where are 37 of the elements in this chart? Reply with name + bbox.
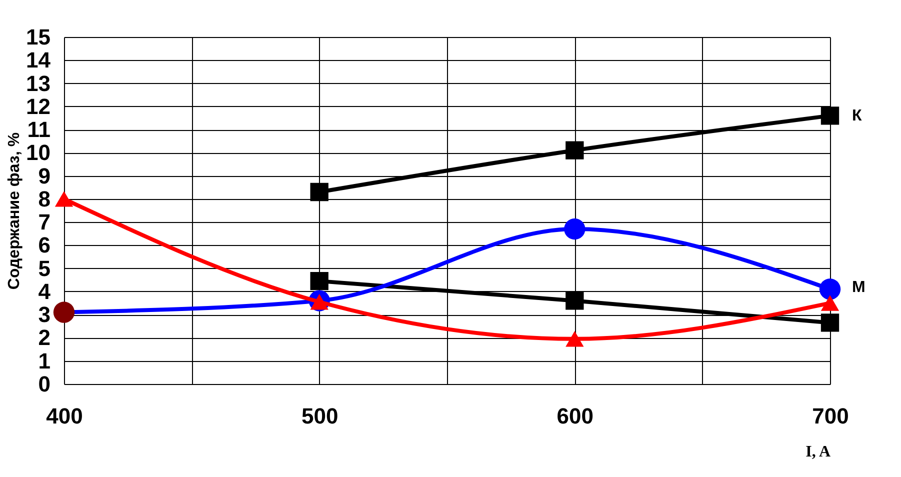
y-tick-label: 1 <box>38 348 50 374</box>
y-tick-label: 13 <box>26 70 50 96</box>
y-tick-label: 5 <box>38 256 50 281</box>
series-label: К <box>852 108 862 125</box>
series-label: М <box>852 279 866 296</box>
point <box>566 292 584 310</box>
x-axis-title: I, A <box>806 444 831 460</box>
y-tick-label: 4 <box>38 278 52 304</box>
y-tick-label: 15 <box>26 24 50 50</box>
point <box>820 295 840 311</box>
point <box>566 331 584 347</box>
y-tick-label: 2 <box>38 325 50 350</box>
y-axis-title: Содержание фаз, % <box>6 132 24 290</box>
x-tick-label: 500 <box>301 404 338 428</box>
y-tick-label: 6 <box>38 232 50 258</box>
point <box>564 218 586 240</box>
y-tick-label: 9 <box>38 163 50 188</box>
x-tick-label: 400 <box>46 404 83 428</box>
point <box>310 294 328 310</box>
point <box>820 314 840 332</box>
y-tick-label: 3 <box>38 302 50 328</box>
point <box>566 141 584 160</box>
y-tick-label: 10 <box>26 140 50 166</box>
y-tick-label: 0 <box>38 372 50 396</box>
y-tick-label: 7 <box>38 210 50 235</box>
x-tick-label: 700 <box>812 404 849 428</box>
y-tick-label: 14 <box>26 48 52 73</box>
y-tick-label: 8 <box>38 186 50 212</box>
point <box>310 182 328 202</box>
x-tick-label: 600 <box>556 404 594 428</box>
point <box>53 302 75 323</box>
y-tick-label: 12 <box>26 94 50 119</box>
point <box>54 191 74 207</box>
y-tick-label: 11 <box>27 117 50 142</box>
point <box>820 106 840 125</box>
point <box>310 272 328 290</box>
point <box>819 278 841 300</box>
